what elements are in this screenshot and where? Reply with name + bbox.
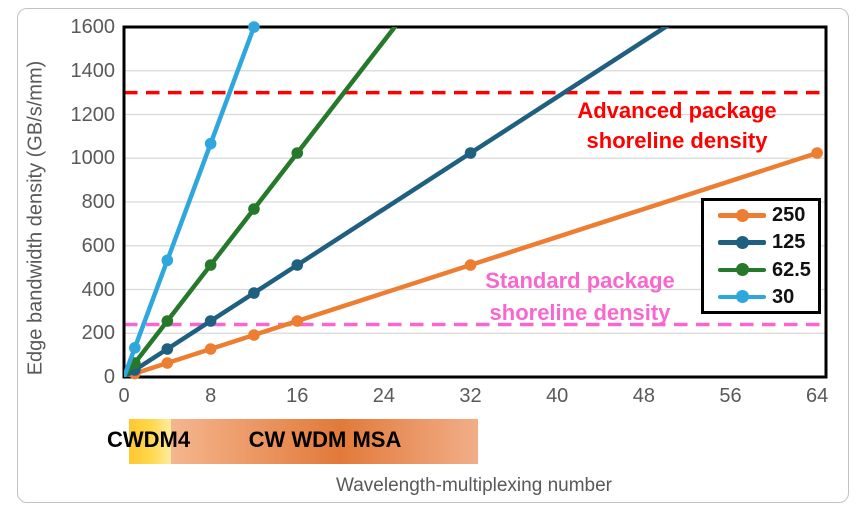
y-tick-label: 0: [103, 366, 115, 388]
series-marker-62.5: [161, 315, 174, 327]
y-tick-label: 1200: [70, 103, 116, 126]
legend-dot-icon: [735, 263, 749, 277]
y-tick-label: 1000: [70, 147, 116, 170]
annotation-line: Advanced package: [577, 98, 777, 123]
band-label-cwdm4: CWDM4: [107, 427, 191, 452]
legend-item-30: 30: [718, 284, 818, 310]
x-tick-label: 48: [632, 385, 655, 407]
series-line-125: [124, 27, 670, 377]
legend-swatch: [718, 208, 766, 222]
legend-item-250: 250: [718, 202, 818, 228]
legend-item-label: 250: [772, 204, 806, 227]
legend-item-62.5: 62.5: [718, 257, 818, 283]
legend-dot-icon: [735, 290, 749, 304]
series-marker-250: [464, 259, 477, 271]
band-label-cw-wdm-msa: CW WDM MSA: [248, 427, 402, 452]
y-tick-label: 1600: [70, 16, 116, 38]
series-marker-30: [161, 254, 174, 267]
x-tick-label: 0: [118, 385, 130, 407]
annotation-line: shoreline density: [586, 128, 768, 153]
y-tick-label: 600: [81, 234, 115, 257]
series-marker-250: [161, 357, 174, 369]
x-axis-title: Wavelength-multiplexing number: [336, 475, 612, 496]
x-tick-label: 64: [805, 385, 829, 407]
band-cwdm4: [129, 419, 171, 464]
annotation-advanced-package: Advanced package shoreline density: [577, 96, 776, 156]
y-tick-label: 400: [81, 278, 115, 301]
y-axis-title: Edge bandwidth density (GB/s/mm): [24, 60, 47, 376]
series-marker-125: [291, 259, 304, 271]
y-tick-label: 1400: [70, 59, 116, 82]
x-tick-label: 56: [719, 385, 742, 407]
series-marker-62.5: [248, 203, 260, 215]
annotation-line: shoreline density: [489, 300, 671, 325]
legend-item-label: 62.5: [772, 258, 811, 281]
series-marker-30: [248, 21, 260, 33]
series-marker-250: [811, 147, 823, 159]
x-tick-label: 8: [205, 385, 217, 407]
series-marker-125: [248, 287, 260, 299]
series-marker-125: [161, 343, 174, 355]
legend-swatch: [718, 235, 766, 249]
series-marker-62.5: [291, 147, 304, 159]
y-tick-label: 200: [81, 322, 115, 345]
series-marker-30: [129, 342, 141, 354]
x-tick-label: 32: [459, 385, 482, 407]
legend-dot-icon: [735, 235, 749, 249]
y-tick-label: 800: [81, 191, 115, 213]
series-marker-250: [248, 329, 260, 341]
x-tick-label: 40: [546, 385, 569, 407]
legend-swatch: [718, 290, 766, 304]
series-marker-30: [204, 137, 217, 150]
legend: 250 125 62.5 30: [701, 198, 821, 314]
legend-item-label: 125: [772, 231, 806, 254]
annotation-standard-package: Standard package shoreline density: [485, 265, 675, 329]
legend-item-label: 30: [772, 285, 795, 308]
plot-border: [122, 25, 828, 379]
band-cw-wdm-msa: [170, 419, 479, 464]
series-marker-62.5: [204, 259, 217, 271]
series-marker-125: [464, 147, 477, 159]
legend-swatch: [718, 263, 766, 277]
legend-item-125: 125: [718, 229, 818, 255]
x-tick-label: 24: [372, 385, 396, 407]
legend-dot-icon: [735, 208, 749, 222]
x-tick-label: 16: [286, 385, 309, 407]
annotation-line: Standard package: [485, 268, 675, 293]
series-marker-250: [204, 343, 217, 355]
series-marker-125: [204, 315, 217, 327]
series-marker-250: [291, 315, 304, 327]
